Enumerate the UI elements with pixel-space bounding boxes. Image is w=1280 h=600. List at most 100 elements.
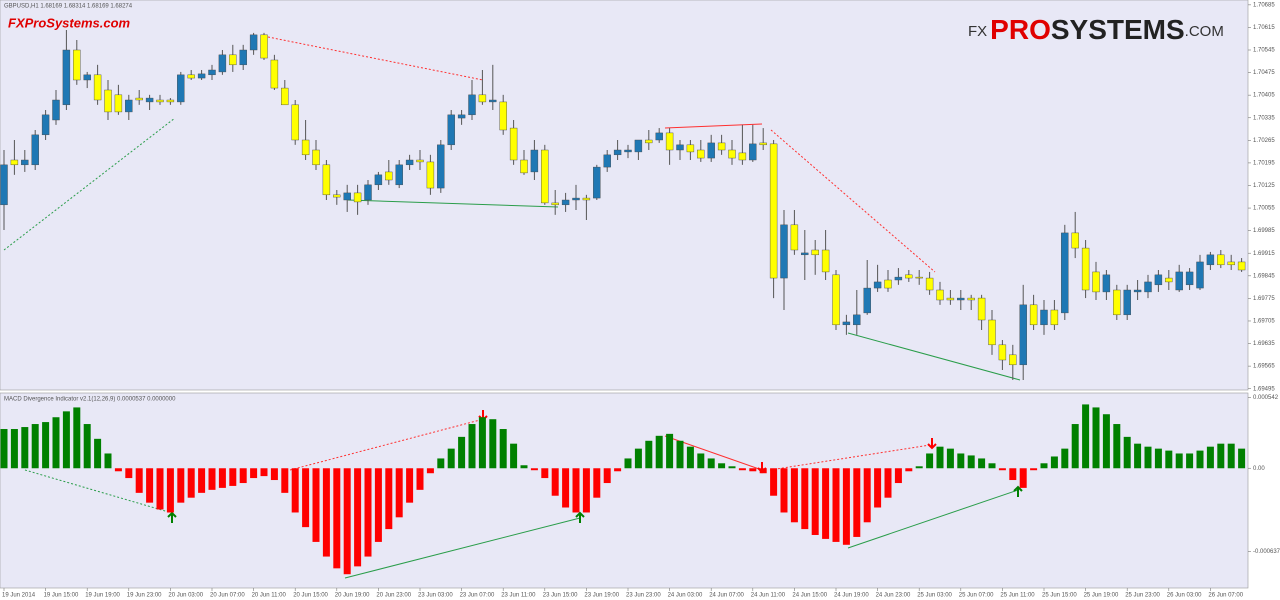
divergence-line — [3, 117, 176, 251]
y-tick-label: 1.70055 — [1253, 206, 1275, 212]
x-tick-label: 25 Jun 07:00 — [959, 593, 994, 599]
divergence-line — [344, 517, 581, 579]
histogram-bar — [499, 429, 507, 469]
candle-body — [1092, 271, 1100, 293]
candle-body — [769, 143, 778, 279]
candle-body — [749, 143, 757, 161]
candle-body — [457, 114, 466, 119]
x-tick-label: 23 Jun 03:00 — [418, 593, 453, 599]
y-tick-label: 1.69845 — [1253, 273, 1275, 279]
histogram-bar — [1154, 448, 1162, 469]
y-tick-label: 1.69985 — [1253, 228, 1275, 234]
candle-body — [884, 279, 892, 289]
candle-body — [0, 164, 8, 206]
candle-body — [281, 87, 289, 106]
candle-body — [364, 184, 372, 201]
x-tick-label: 25 Jun 23:00 — [1125, 593, 1160, 599]
candle-body — [1102, 274, 1111, 293]
candle-body — [530, 149, 539, 173]
candle-body — [405, 159, 414, 166]
histogram-bar — [218, 468, 226, 488]
histogram-bar — [229, 468, 237, 486]
histogram-bar — [572, 468, 580, 513]
candle-body — [863, 287, 871, 314]
x-tick-label: 25 Jun 11:00 — [1000, 593, 1035, 599]
histogram-bar — [73, 407, 81, 469]
histogram-bar — [1040, 463, 1048, 469]
histogram-bar — [52, 417, 60, 469]
logo-prefix: FX — [968, 23, 987, 40]
y-tick-label: 1.70545 — [1253, 48, 1275, 54]
histogram-bar — [655, 435, 663, 469]
divergence-line — [769, 444, 931, 471]
candle-body — [114, 94, 123, 113]
histogram-bar — [1113, 424, 1121, 469]
histogram-bar — [1061, 448, 1069, 469]
x-tick-label: 24 Jun 19:00 — [834, 593, 869, 599]
histogram-bar — [957, 453, 965, 469]
candle-body — [593, 166, 601, 199]
candle-body — [801, 252, 809, 256]
histogram-bar — [707, 458, 715, 469]
candle-body — [759, 142, 767, 146]
y-tick-label: 1.70475 — [1253, 70, 1275, 76]
y-tick-label: 1.70265 — [1253, 138, 1275, 144]
histogram-bar — [978, 458, 986, 469]
candle-body — [208, 69, 216, 76]
candle-body — [1019, 304, 1027, 366]
histogram-bar — [884, 468, 892, 498]
histogram-bar — [998, 468, 1006, 471]
y-tick-label: 0.000542 — [1253, 395, 1279, 401]
x-tick-label: 26 Jun 07:00 — [1208, 593, 1243, 599]
x-tick-label: 19 Jun 19:00 — [85, 593, 120, 599]
histogram-bar — [614, 468, 622, 472]
histogram-bar — [364, 468, 372, 557]
candle-body — [125, 99, 133, 113]
y-tick-label: 1.69915 — [1253, 251, 1275, 257]
histogram-bar — [728, 466, 736, 469]
candle-body — [717, 142, 726, 151]
candle-body — [998, 344, 1007, 361]
histogram-bar — [94, 438, 102, 469]
x-tick-label: 23 Jun 23:00 — [626, 593, 661, 599]
histogram-bar — [634, 448, 642, 469]
y-tick-label: 1.69705 — [1253, 319, 1275, 325]
y-tick-label: 1.70335 — [1253, 115, 1275, 121]
candle-body — [520, 159, 528, 174]
divergence-line — [267, 36, 484, 81]
histogram-bar — [1144, 446, 1152, 469]
y-tick-label: 1.70685 — [1253, 2, 1275, 8]
histogram-bar — [426, 468, 434, 474]
histogram-bar — [177, 468, 185, 503]
candle-body — [967, 297, 975, 301]
candle-body — [41, 114, 50, 136]
histogram-bar — [1019, 468, 1027, 488]
buy-arrow — [575, 511, 585, 523]
histogram-bar — [1165, 450, 1173, 469]
candle-body — [499, 101, 507, 131]
histogram-bar — [1050, 456, 1058, 469]
candle-body — [811, 249, 819, 256]
histogram-bar — [624, 458, 632, 469]
histogram-bar — [354, 468, 362, 567]
y-tick-label: 1.69635 — [1253, 341, 1275, 347]
histogram-bar — [104, 453, 112, 469]
candle-body — [1165, 277, 1173, 283]
histogram-bar — [1123, 436, 1131, 469]
buy-arrow — [1013, 485, 1023, 497]
candle-body — [1185, 271, 1194, 286]
histogram-bar — [1134, 443, 1142, 469]
histogram-bar — [541, 468, 549, 479]
candle-body — [93, 74, 102, 101]
candle-body — [832, 274, 840, 326]
histogram-bar — [697, 453, 705, 469]
histogram-bar — [416, 468, 424, 490]
histogram-bar — [582, 468, 590, 513]
histogram-bar — [530, 468, 538, 471]
candle-body — [1071, 232, 1079, 249]
histogram-bar — [270, 468, 278, 481]
histogram-bar — [1196, 450, 1204, 469]
y-tick-label: -0.000637 — [1253, 549, 1280, 555]
